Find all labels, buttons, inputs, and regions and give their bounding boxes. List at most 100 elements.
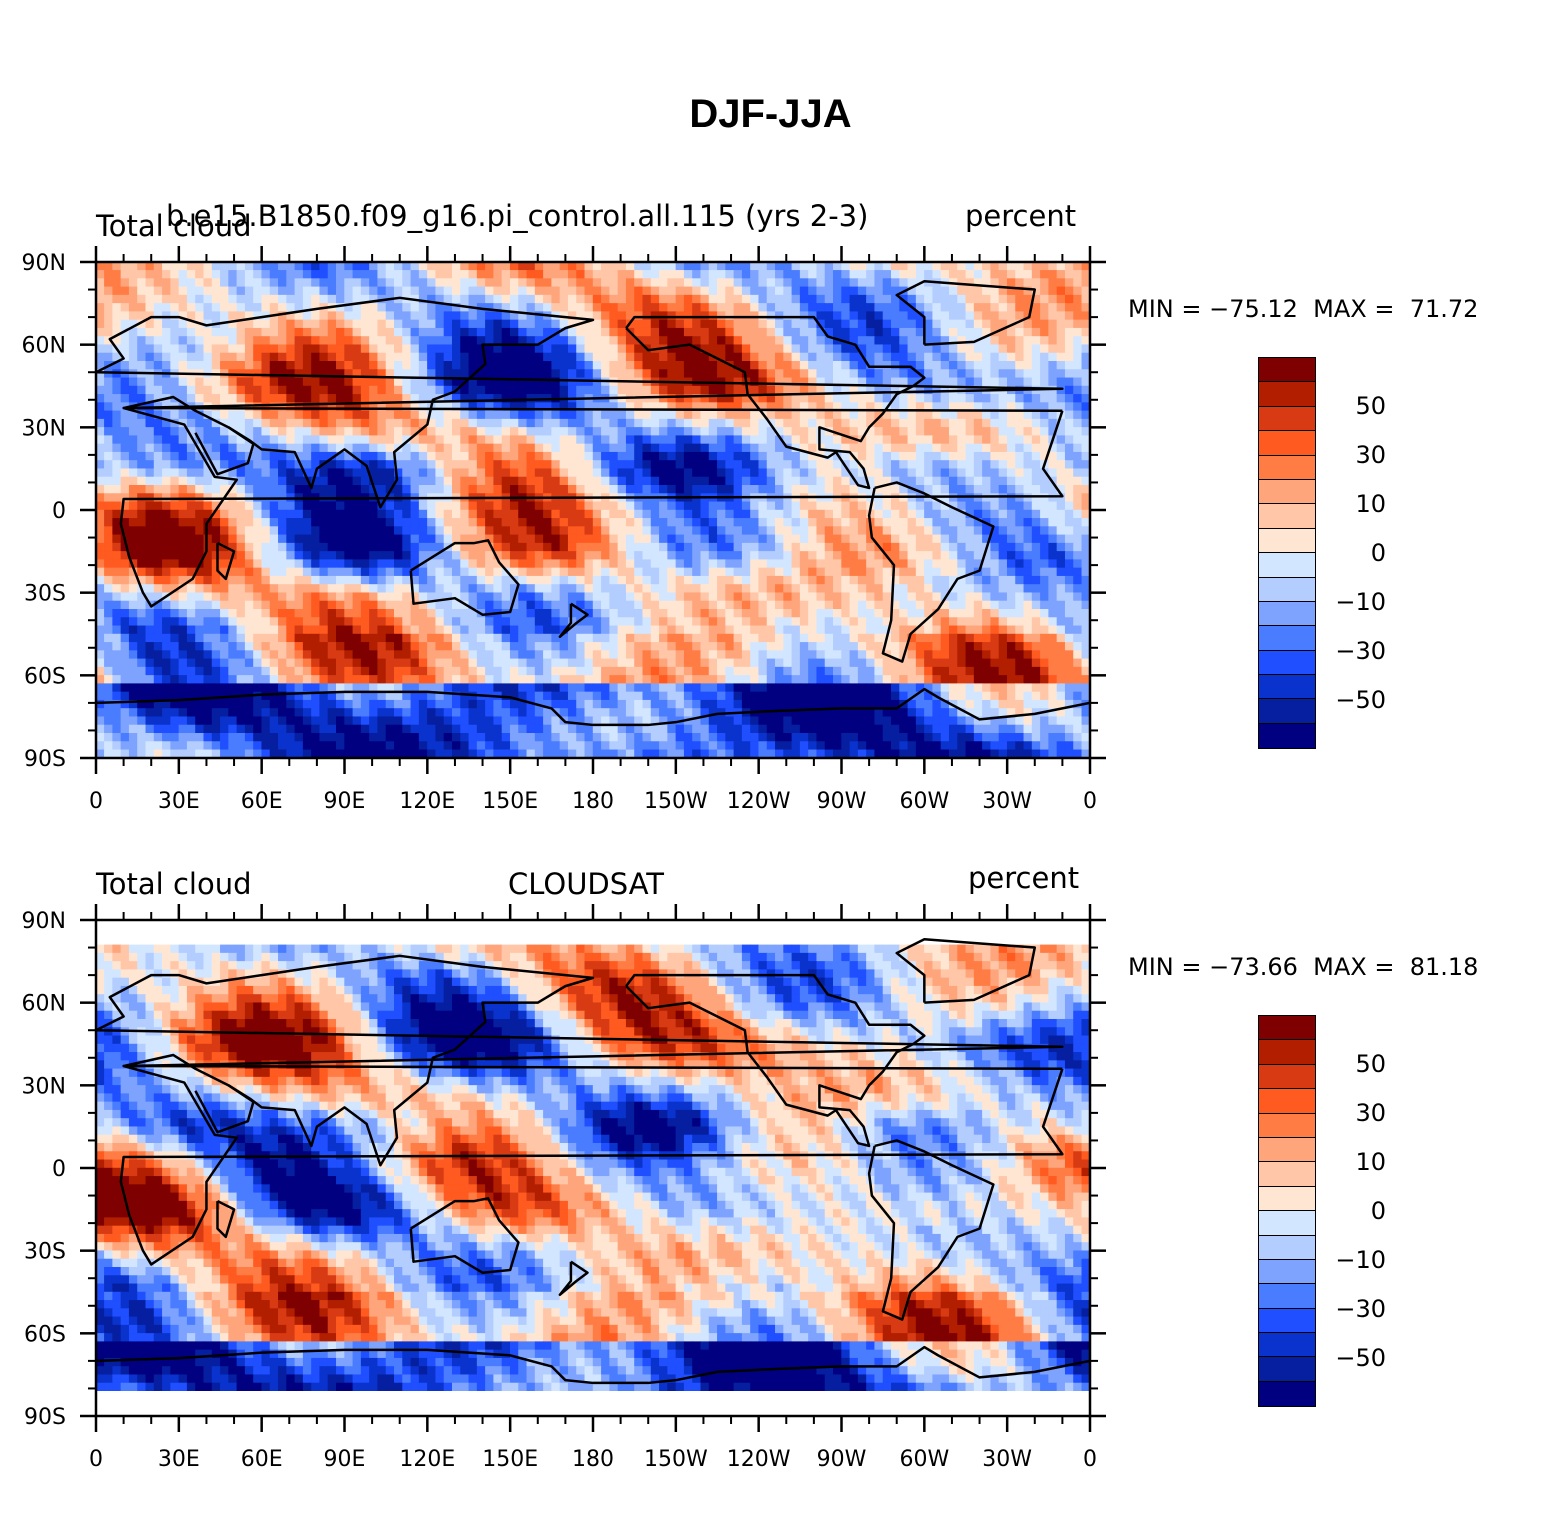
field-cell (485, 294, 494, 304)
field-cell (427, 485, 437, 494)
field-cell (112, 518, 122, 527)
field-cell (584, 443, 594, 453)
field-cell (551, 575, 561, 585)
field-cell (178, 443, 188, 453)
field-cell (559, 418, 569, 428)
field-cell (261, 286, 271, 296)
field-cell (137, 501, 147, 511)
field-cell (162, 344, 171, 354)
field-cell (311, 278, 321, 288)
field-cell (427, 443, 437, 453)
field-cell (360, 278, 370, 288)
field-cell (609, 476, 619, 486)
field-cell (186, 534, 196, 544)
field-cell (493, 311, 503, 321)
field-cell (385, 394, 395, 403)
field-cell (775, 575, 784, 585)
field-cell (96, 542, 105, 552)
field-cell (866, 344, 876, 354)
field-cell (841, 567, 851, 577)
field-cell (816, 402, 826, 412)
field-cell (567, 303, 577, 312)
field-cell (1006, 270, 1016, 279)
field-cell (360, 286, 370, 296)
field-cell (203, 476, 213, 486)
field-cell (882, 319, 892, 329)
field-cell (1064, 584, 1074, 594)
field-cell (294, 344, 304, 354)
field-cell (799, 344, 809, 354)
field-cell (352, 278, 362, 288)
field-cell (476, 534, 486, 544)
field-cell (841, 418, 851, 428)
field-cell (741, 327, 751, 337)
field-cell (551, 567, 561, 577)
field-cell (982, 377, 991, 387)
field-cell (1048, 567, 1058, 577)
field-cell (377, 592, 387, 602)
field-cell (211, 286, 221, 296)
field-cell (120, 394, 130, 403)
field-cell (352, 270, 362, 279)
field-cell (601, 286, 610, 296)
field-cell (1056, 369, 1066, 379)
field-cell (253, 509, 263, 519)
field-cell (427, 262, 437, 271)
field-cell (336, 476, 345, 486)
field-cell (907, 327, 917, 337)
field-cell (783, 518, 793, 527)
field-cell (120, 352, 130, 362)
field-cell (1056, 584, 1066, 594)
field-cell (601, 344, 610, 354)
field-cell (766, 286, 776, 296)
field-cell (1081, 501, 1090, 511)
field-cell (286, 501, 296, 511)
field-cell (526, 584, 536, 594)
field-cell (269, 402, 279, 412)
field-cell (493, 377, 503, 387)
field-cell (700, 451, 710, 461)
field-cell (891, 509, 900, 519)
field-cell (269, 303, 279, 312)
field-cell (518, 402, 528, 412)
field-cell (294, 518, 304, 527)
field-cell (592, 443, 602, 453)
field-cell (857, 319, 867, 329)
field-cell (518, 559, 528, 569)
field-cell (584, 336, 594, 346)
field-cell (791, 501, 801, 511)
field-cell (195, 394, 205, 403)
field-cell (833, 286, 842, 296)
field-cell (824, 278, 834, 288)
field-cell (675, 443, 685, 453)
field-cell (311, 352, 321, 362)
field-cell (269, 485, 279, 494)
field-cell (162, 501, 171, 511)
field-cell (758, 377, 768, 387)
field-cell (940, 311, 950, 321)
field-cell (369, 427, 379, 436)
field-cell (1073, 262, 1083, 271)
field-cell (402, 336, 412, 346)
field-cell (617, 278, 627, 288)
field-cell (874, 319, 884, 329)
field-cell (642, 418, 652, 428)
field-cell (725, 460, 735, 470)
field-cell (609, 509, 619, 519)
field-cell (1015, 476, 1025, 486)
field-cell (717, 311, 726, 321)
field-cell (567, 435, 577, 445)
field-cell (410, 427, 420, 436)
field-cell (683, 327, 693, 337)
field-cell (385, 385, 395, 395)
field-cell (625, 278, 635, 288)
field-cell (948, 361, 958, 370)
field-cell (244, 443, 254, 453)
field-cell (1015, 559, 1025, 569)
field-cell (750, 435, 760, 445)
field-cell (849, 352, 859, 362)
field-cell (509, 584, 519, 594)
field-cell (294, 319, 304, 329)
field-cell (468, 418, 478, 428)
field-cell (733, 592, 743, 602)
